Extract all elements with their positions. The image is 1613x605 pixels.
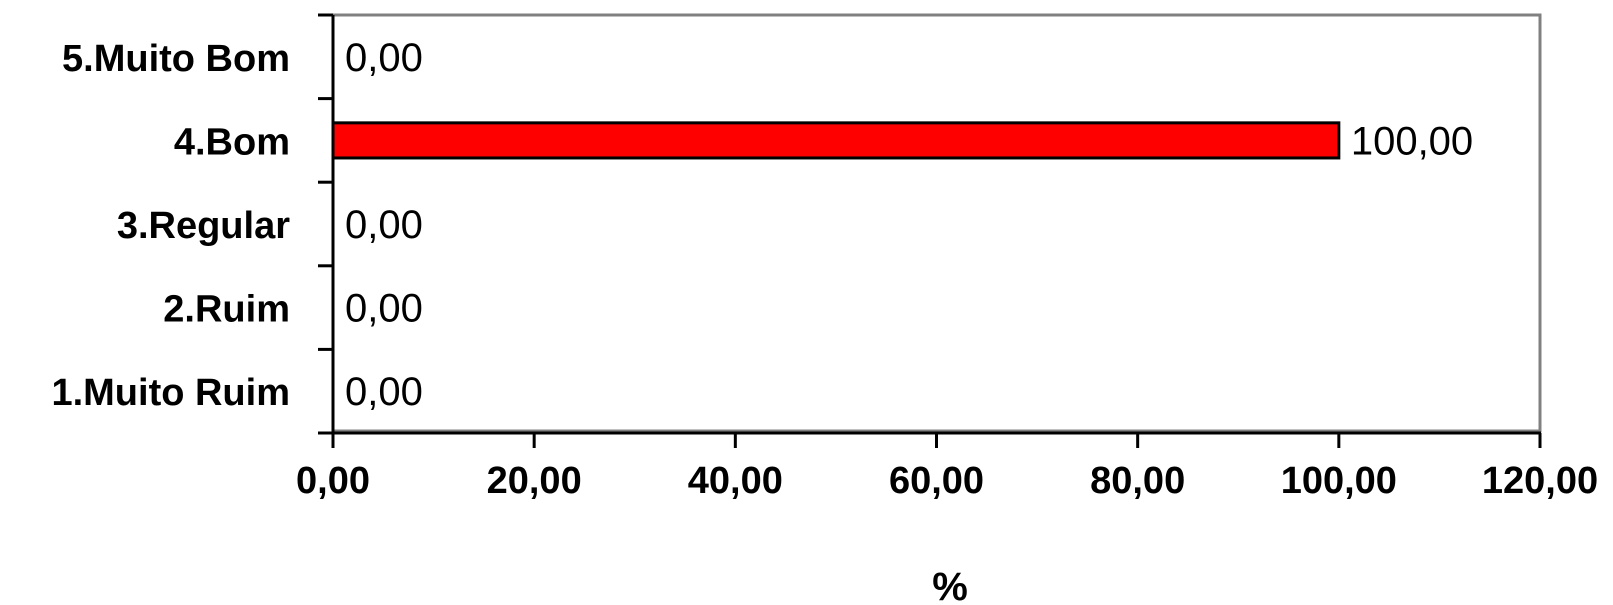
bars [331,121,1341,160]
data-label: 0,00 [345,203,423,247]
data-label: 0,00 [345,287,423,331]
data-label: 100,00 [1351,119,1473,163]
data-label: 0,00 [345,36,423,80]
value-tick-label: 100,00 [1281,460,1397,502]
category-label: 4.Bom [174,121,290,163]
category-label: 3.Regular [117,205,290,247]
category-label: 2.Ruim [163,289,290,331]
value-tick-label: 120,00 [1482,460,1598,502]
bar [331,121,1341,160]
value-tick-label: 20,00 [487,460,582,502]
plot-area [331,13,1542,433]
category-labels: 5.Muito Bom 4.Bom 3.Regular 2.Ruim 1.Muito R… [51,38,290,414]
category-label: 1.Muito Ruim [51,372,290,414]
data-label: 0,00 [345,370,423,414]
category-ticks [318,13,333,435]
value-tick-label: 60,00 [889,460,984,502]
value-tick-label: 80,00 [1090,460,1185,502]
x-axis-title: % [932,565,968,605]
value-ticks [331,433,1542,448]
value-tick-labels: 0,00 20,00 40,00 60,00 80,00 100,00 120,00 [296,460,1598,502]
value-tick-label: 40,00 [688,460,783,502]
data-labels: 0,00 100,00 0,00 0,00 0,00 [345,36,1473,414]
value-tick-label: 0,00 [296,460,370,502]
category-label: 5.Muito Bom [62,38,290,80]
